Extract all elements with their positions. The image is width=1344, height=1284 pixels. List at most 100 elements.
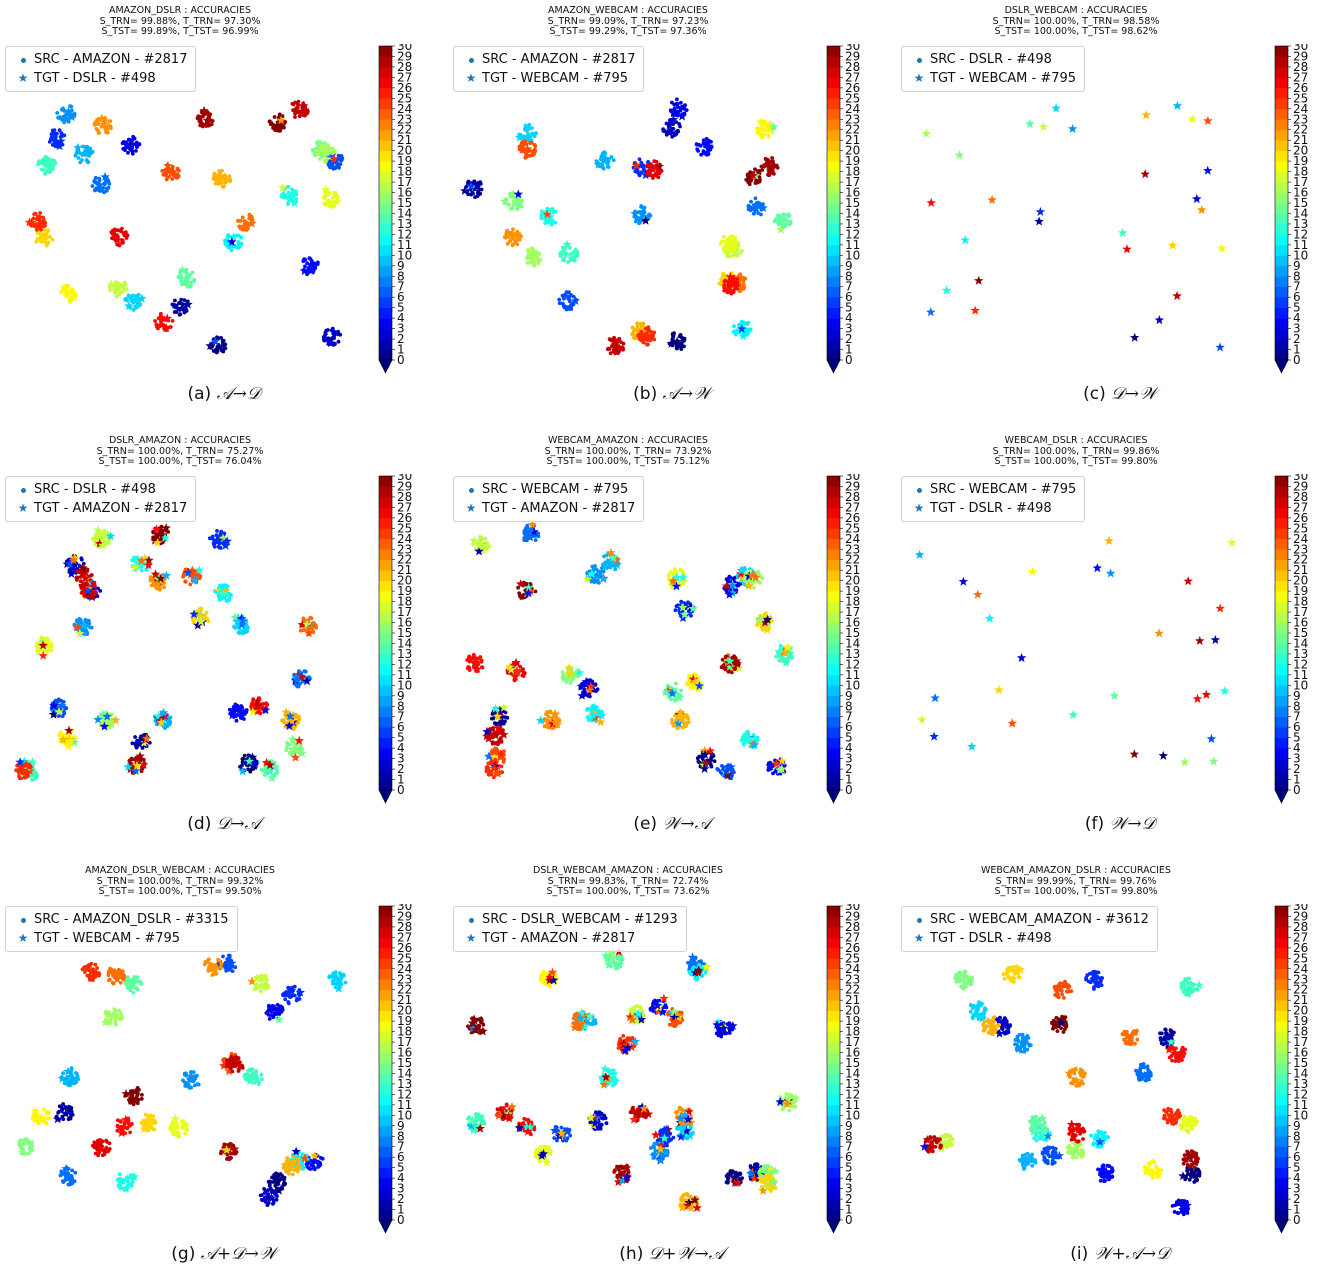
star-icon: ★ — [908, 69, 930, 88]
cluster-class-12 — [942, 286, 952, 295]
source-point — [212, 173, 216, 177]
cluster-class-19 — [1217, 244, 1227, 253]
source-point — [752, 586, 756, 590]
colorbar-segment — [827, 151, 840, 162]
cluster-class-2 — [322, 327, 342, 347]
source-point — [49, 169, 53, 173]
source-point — [516, 202, 520, 206]
target-point — [1168, 241, 1178, 250]
colorbar-segment — [827, 182, 840, 193]
colorbar-segment — [1275, 266, 1288, 277]
colorbar-segment — [379, 245, 392, 256]
colorbar-segment — [827, 56, 840, 67]
cluster-class-20 — [1168, 241, 1178, 250]
source-point — [595, 688, 599, 692]
colorbar-segment — [379, 476, 392, 487]
source-point — [558, 301, 562, 305]
source-point — [777, 222, 781, 226]
source-point — [766, 133, 770, 137]
panel-caption: (c) 𝒟→𝒲 — [896, 384, 1344, 404]
source-point — [237, 225, 241, 229]
source-point — [192, 279, 196, 283]
source-point — [109, 125, 113, 129]
colorbar-extend-arrow — [827, 360, 840, 373]
source-point — [612, 158, 616, 162]
colorbar-segment — [379, 172, 392, 183]
source-point — [684, 720, 688, 724]
panel-title-line: S_TST= 100.00%, T_TST= 98.62% — [906, 27, 1246, 38]
source-point — [640, 164, 644, 168]
caption-target: 𝒜 — [245, 814, 261, 834]
cluster-class-0 — [1130, 333, 1140, 342]
cluster-class-7 — [291, 669, 312, 688]
source-point — [477, 193, 481, 197]
source-point — [740, 320, 744, 324]
colorbar-tick-label: 30 — [397, 44, 412, 53]
cluster-class-7 — [926, 307, 936, 316]
source-point — [245, 625, 249, 629]
colorbar: 0123456789101112131415161718192021222324… — [1273, 44, 1335, 376]
cluster-class-15 — [560, 663, 585, 685]
cluster-class-10 — [1051, 103, 1061, 112]
source-point — [506, 716, 510, 720]
source-point — [273, 772, 277, 776]
source-point — [569, 681, 573, 685]
source-point — [104, 531, 108, 535]
cluster-class-17 — [469, 535, 491, 556]
colorbar-segment — [379, 350, 392, 361]
source-point — [759, 213, 763, 217]
colorbar-segment — [379, 780, 392, 791]
cluster-class-4 — [228, 703, 249, 723]
source-point — [309, 257, 313, 261]
source-point — [42, 157, 46, 161]
source-point — [562, 297, 566, 301]
source-point — [36, 774, 40, 778]
source-point — [241, 216, 245, 220]
panel-title-line: AMAZON_WEBCAM : ACCURACIES — [458, 6, 798, 17]
cluster-class-11 — [960, 235, 970, 244]
source-point — [36, 231, 40, 235]
source-point — [136, 556, 140, 560]
panel-caption: (b) 𝒜→𝒲 — [448, 384, 896, 404]
source-point — [240, 242, 244, 246]
cluster-class-9 — [601, 548, 622, 572]
source-point — [318, 157, 322, 161]
legend-label: TGT - AMAZON - #2817 — [34, 499, 187, 518]
cluster-class-3 — [1192, 194, 1202, 203]
source-point — [531, 132, 535, 136]
source-point — [672, 724, 676, 728]
colorbar-segment — [827, 276, 840, 287]
colorbar-segment — [379, 339, 392, 350]
source-point — [52, 159, 56, 163]
caption-arrow: → — [230, 814, 244, 834]
legend-entry: SRC - DSLR - #498 — [908, 50, 1076, 69]
cluster-class-27 — [1122, 244, 1132, 253]
source-point — [48, 140, 52, 144]
source-point — [137, 293, 141, 297]
dot-icon — [908, 50, 930, 69]
target-point — [1192, 194, 1202, 203]
source-point — [115, 295, 119, 299]
source-point — [324, 160, 328, 164]
cluster-class-1 — [460, 179, 484, 199]
target-point — [1039, 122, 1049, 131]
cluster-class-30 — [974, 276, 984, 285]
caption-tag: (d) — [187, 814, 216, 834]
source-point — [184, 580, 188, 584]
source-point — [50, 644, 54, 648]
colorbar-segment — [827, 266, 840, 277]
cluster-class-6 — [715, 762, 735, 780]
panel-caption: (d) 𝒟→𝒜 — [0, 814, 448, 834]
target-point — [1203, 116, 1213, 125]
source-point — [706, 153, 710, 157]
colorbar-segment — [379, 623, 392, 634]
source-point — [287, 185, 291, 189]
source-point — [46, 650, 50, 654]
source-point — [678, 109, 682, 113]
source-point — [94, 176, 98, 180]
source-point — [79, 556, 83, 560]
colorbar-segment — [1275, 329, 1288, 340]
